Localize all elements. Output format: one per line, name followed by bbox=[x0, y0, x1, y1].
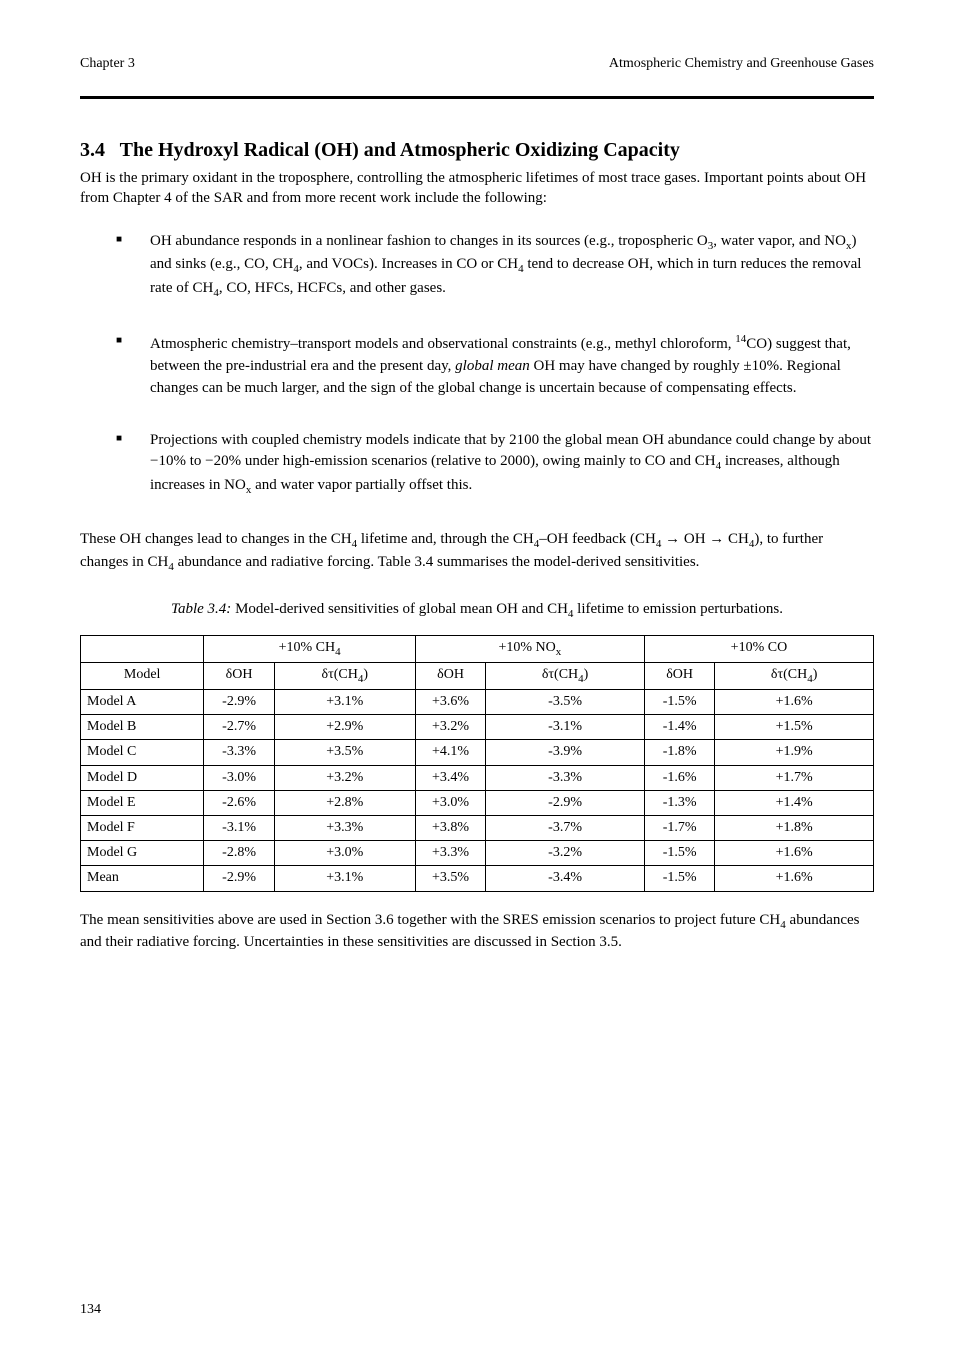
table-subheader-cell: δOH bbox=[204, 662, 274, 689]
arrow-paragraph: These OH changes lead to changes in the … bbox=[80, 529, 874, 575]
table-cell: -3.3% bbox=[486, 765, 645, 790]
table-cell: -2.6% bbox=[204, 790, 274, 815]
table-cell: Mean bbox=[81, 866, 204, 891]
table-subheader-cell: δOH bbox=[644, 662, 714, 689]
section-heading: 3.4 The Hydroxyl Radical (OH) and Atmosp… bbox=[80, 139, 874, 162]
table-cell: +3.2% bbox=[274, 765, 415, 790]
table-cell: -3.1% bbox=[204, 816, 274, 841]
table-cell: -3.5% bbox=[486, 690, 645, 715]
table-row: Model B-2.7%+2.9%+3.2%-3.1%-1.4%+1.5% bbox=[81, 715, 874, 740]
table-cell: +3.3% bbox=[274, 816, 415, 841]
table-row: Model G-2.8%+3.0%+3.3%-3.2%-1.5%+1.6% bbox=[81, 841, 874, 866]
table-subheader-row: ModelδOHδτ(CH4)δOHδτ(CH4)δOHδτ(CH4) bbox=[81, 662, 874, 689]
table-cell: -1.3% bbox=[644, 790, 714, 815]
table-cell: +3.6% bbox=[415, 690, 485, 715]
section-title: The Hydroxyl Radical (OH) and Atmospheri… bbox=[120, 139, 680, 161]
intro-paragraph: OH is the primary oxidant in the troposp… bbox=[80, 168, 874, 209]
table-subheader-cell: δτ(CH4) bbox=[274, 662, 415, 689]
table-cell: +3.3% bbox=[415, 841, 485, 866]
table-cell: -1.5% bbox=[644, 866, 714, 891]
table-cell: -1.8% bbox=[644, 740, 714, 765]
table-cell: -3.7% bbox=[486, 816, 645, 841]
page-number: 134 bbox=[80, 1302, 101, 1318]
table-cell: -2.9% bbox=[204, 690, 274, 715]
table-cell: +2.9% bbox=[274, 715, 415, 740]
table-header-cell bbox=[81, 635, 204, 662]
table-cell: Model C bbox=[81, 740, 204, 765]
table-cell: -1.5% bbox=[644, 690, 714, 715]
table-cell: -2.9% bbox=[204, 866, 274, 891]
table-row: Mean-2.9%+3.1%+3.5%-3.4%-1.5%+1.6% bbox=[81, 866, 874, 891]
table-cell: +3.8% bbox=[415, 816, 485, 841]
table-cell: Model G bbox=[81, 841, 204, 866]
table-cell: +3.1% bbox=[274, 690, 415, 715]
bullet-item: OH abundance responds in a nonlinear fas… bbox=[116, 231, 874, 303]
table-cell: -3.4% bbox=[486, 866, 645, 891]
table-header-cell: +10% CO bbox=[644, 635, 873, 662]
table-cell: +3.4% bbox=[415, 765, 485, 790]
table-subheader-cell: δτ(CH4) bbox=[715, 662, 874, 689]
table-cell: -1.5% bbox=[644, 841, 714, 866]
table-cell: -3.1% bbox=[486, 715, 645, 740]
table-cell: -3.3% bbox=[204, 740, 274, 765]
table-cell: Model B bbox=[81, 715, 204, 740]
table-cell: Model D bbox=[81, 765, 204, 790]
sensitivity-table: +10% CH4+10% NOx+10% CO ModelδOHδτ(CH4)δ… bbox=[80, 635, 874, 892]
table-cell: +3.5% bbox=[415, 866, 485, 891]
document-page: Chapter 3 Atmospheric Chemistry and Gree… bbox=[0, 0, 954, 1348]
running-header: Chapter 3 Atmospheric Chemistry and Gree… bbox=[80, 56, 874, 72]
table-cell: -1.4% bbox=[644, 715, 714, 740]
table-cell: -3.0% bbox=[204, 765, 274, 790]
table-cell: +4.1% bbox=[415, 740, 485, 765]
table-cell: -2.7% bbox=[204, 715, 274, 740]
table-row: Model E-2.6%+2.8%+3.0%-2.9%-1.3%+1.4% bbox=[81, 790, 874, 815]
table-cell: +1.6% bbox=[715, 841, 874, 866]
table-cell: +1.6% bbox=[715, 690, 874, 715]
bullet-item: Atmospheric chemistry–transport models a… bbox=[116, 332, 874, 399]
table-header-row: +10% CH4+10% NOx+10% CO bbox=[81, 635, 874, 662]
bullet-item: Projections with coupled chemistry model… bbox=[116, 430, 874, 500]
table-row: Model A-2.9%+3.1%+3.6%-3.5%-1.5%+1.6% bbox=[81, 690, 874, 715]
table-row: Model D-3.0%+3.2%+3.4%-3.3%-1.6%+1.7% bbox=[81, 765, 874, 790]
bullet-list: OH abundance responds in a nonlinear fas… bbox=[116, 231, 874, 500]
table-cell: -1.6% bbox=[644, 765, 714, 790]
table-cell: +3.0% bbox=[274, 841, 415, 866]
header-right: Atmospheric Chemistry and Greenhouse Gas… bbox=[609, 56, 874, 72]
table-cell: +3.2% bbox=[415, 715, 485, 740]
table-cell: +3.5% bbox=[274, 740, 415, 765]
table-cell: +1.4% bbox=[715, 790, 874, 815]
after-table-paragraph: The mean sensitivities above are used in… bbox=[80, 910, 874, 953]
table-row: Model C-3.3%+3.5%+4.1%-3.9%-1.8%+1.9% bbox=[81, 740, 874, 765]
table-subheader-cell: Model bbox=[81, 662, 204, 689]
table-cell: -3.9% bbox=[486, 740, 645, 765]
table-cell: +1.8% bbox=[715, 816, 874, 841]
table-cell: -1.7% bbox=[644, 816, 714, 841]
table-cell: Model A bbox=[81, 690, 204, 715]
header-rule bbox=[80, 96, 874, 99]
table-cell: -2.8% bbox=[204, 841, 274, 866]
table-cell: Model E bbox=[81, 790, 204, 815]
table-cell: +2.8% bbox=[274, 790, 415, 815]
table-cell: Model F bbox=[81, 816, 204, 841]
table-body: Model A-2.9%+3.1%+3.6%-3.5%-1.5%+1.6%Mod… bbox=[81, 690, 874, 892]
table-cell: +1.6% bbox=[715, 866, 874, 891]
header-left: Chapter 3 bbox=[80, 56, 135, 72]
table-caption: Table 3.4: Model-derived sensitivities o… bbox=[80, 601, 874, 620]
table-header-cell: +10% NOx bbox=[415, 635, 644, 662]
section-number: 3.4 bbox=[80, 139, 105, 161]
table-cell: +3.0% bbox=[415, 790, 485, 815]
table-cell: +1.7% bbox=[715, 765, 874, 790]
table-header-cell: +10% CH4 bbox=[204, 635, 415, 662]
table-row: Model F-3.1%+3.3%+3.8%-3.7%-1.7%+1.8% bbox=[81, 816, 874, 841]
table-subheader-cell: δτ(CH4) bbox=[486, 662, 645, 689]
table-cell: +1.9% bbox=[715, 740, 874, 765]
table-subheader-cell: δOH bbox=[415, 662, 485, 689]
table-cell: -2.9% bbox=[486, 790, 645, 815]
table-cell: +1.5% bbox=[715, 715, 874, 740]
table-cell: -3.2% bbox=[486, 841, 645, 866]
table-cell: +3.1% bbox=[274, 866, 415, 891]
